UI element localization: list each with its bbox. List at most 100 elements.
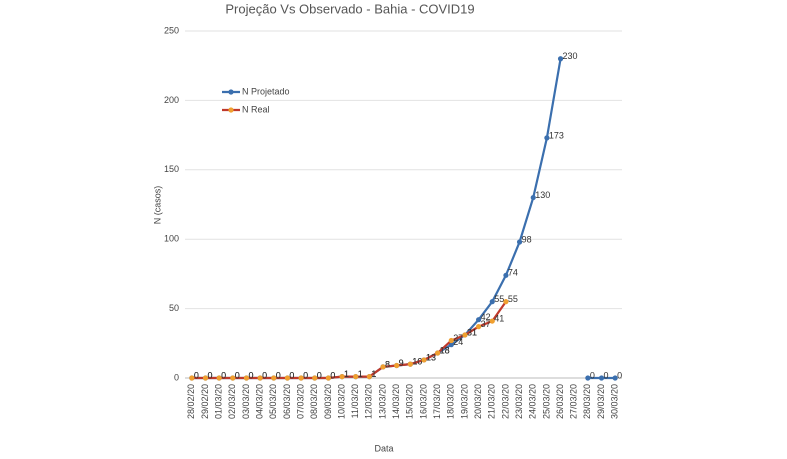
x-tick-label: 28/02/20 bbox=[186, 384, 196, 419]
data-label: 31 bbox=[467, 327, 477, 337]
data-label: 98 bbox=[522, 234, 532, 244]
x-tick-label: 28/03/20 bbox=[582, 384, 592, 419]
x-tick-label: 11/03/20 bbox=[350, 384, 360, 418]
marker bbox=[435, 350, 441, 356]
data-label: 0 bbox=[317, 370, 322, 380]
marker bbox=[544, 135, 550, 141]
data-label: 18 bbox=[440, 345, 450, 355]
x-tick-label: 08/03/20 bbox=[309, 384, 319, 419]
legend-marker bbox=[228, 107, 234, 113]
data-label: 230 bbox=[563, 51, 578, 61]
x-tick-label: 10/03/20 bbox=[336, 384, 346, 419]
x-tick-label: 20/03/20 bbox=[473, 384, 483, 419]
x-tick-label: 24/03/20 bbox=[528, 384, 538, 419]
data-label: 1 bbox=[358, 369, 363, 379]
data-label: 41 bbox=[494, 313, 504, 323]
data-label: 0 bbox=[276, 370, 281, 380]
data-label: 9 bbox=[399, 358, 404, 368]
y-axis-label: N (casos) bbox=[152, 186, 162, 225]
data-label: 0 bbox=[207, 370, 212, 380]
data-label: 173 bbox=[549, 130, 564, 140]
data-label: 0 bbox=[194, 370, 199, 380]
data-label: 0 bbox=[248, 370, 253, 380]
x-tick-label: 05/03/20 bbox=[268, 384, 278, 419]
x-tick-label: 07/03/20 bbox=[295, 384, 305, 419]
marker bbox=[476, 324, 482, 330]
data-label: 1 bbox=[344, 369, 349, 379]
data-label: 24 bbox=[453, 337, 463, 347]
marker bbox=[380, 364, 386, 370]
marker bbox=[516, 239, 523, 245]
marker bbox=[489, 299, 495, 305]
data-label: 1 bbox=[358, 369, 363, 379]
x-tick-label: 27/03/20 bbox=[569, 384, 579, 419]
data-label: 0 bbox=[194, 370, 199, 380]
marker bbox=[503, 299, 509, 305]
y-tick-label: 200 bbox=[164, 95, 179, 105]
marker bbox=[298, 375, 304, 381]
marker bbox=[230, 375, 236, 381]
data-label: 0 bbox=[604, 370, 609, 380]
marker bbox=[448, 337, 454, 344]
marker bbox=[271, 375, 277, 381]
x-tick-label: 15/03/20 bbox=[405, 384, 415, 419]
x-tick-label: 16/03/20 bbox=[418, 384, 428, 419]
data-label: 37 bbox=[481, 319, 491, 329]
marker bbox=[612, 375, 618, 381]
data-label: 0 bbox=[303, 370, 308, 380]
data-label: 18 bbox=[440, 345, 450, 355]
data-label: 10 bbox=[412, 356, 422, 366]
data-label: 0 bbox=[317, 370, 322, 380]
x-tick-label: 30/03/20 bbox=[610, 384, 620, 419]
marker bbox=[325, 375, 331, 381]
marker bbox=[189, 375, 195, 381]
data-label: 74 bbox=[508, 268, 518, 278]
y-tick-label: 100 bbox=[164, 234, 179, 244]
data-label: 1 bbox=[371, 369, 376, 379]
x-tick-label: 06/03/20 bbox=[282, 384, 292, 419]
data-label: 8 bbox=[385, 359, 390, 369]
marker bbox=[421, 357, 427, 363]
x-tick-label: 12/03/20 bbox=[364, 384, 374, 419]
marker bbox=[476, 317, 482, 323]
data-label: 130 bbox=[535, 190, 550, 200]
data-label: 0 bbox=[221, 370, 226, 380]
data-label: 0 bbox=[617, 370, 622, 380]
marker bbox=[243, 375, 250, 381]
data-label: 0 bbox=[330, 370, 335, 380]
data-label: 0 bbox=[289, 370, 294, 380]
x-tick-label: 03/03/20 bbox=[241, 384, 251, 419]
chart-title: Projeção Vs Observado - Bahia - COVID19 bbox=[225, 1, 474, 16]
data-label: 0 bbox=[207, 370, 212, 380]
x-tick-label: 02/03/20 bbox=[227, 384, 237, 419]
data-label: 0 bbox=[248, 370, 253, 380]
x-tick-label: 18/03/20 bbox=[446, 384, 456, 419]
data-label: 9 bbox=[399, 358, 404, 368]
marker bbox=[339, 374, 345, 380]
x-tick-label: 01/03/20 bbox=[214, 384, 224, 419]
data-label: 0 bbox=[330, 370, 335, 380]
marker bbox=[598, 375, 605, 381]
x-tick-label: 25/03/20 bbox=[541, 384, 551, 419]
y-tick-label: 50 bbox=[169, 303, 179, 313]
x-tick-label: 21/03/20 bbox=[487, 384, 497, 419]
marker bbox=[407, 361, 413, 367]
legend-marker bbox=[228, 89, 234, 95]
marker bbox=[462, 332, 468, 338]
x-tick-label: 22/03/20 bbox=[500, 384, 510, 419]
marker bbox=[489, 318, 495, 324]
data-label: 1 bbox=[344, 369, 349, 379]
data-label: 55 bbox=[494, 294, 504, 304]
legend-label: N Projetado bbox=[242, 86, 290, 96]
data-label: 0 bbox=[235, 370, 240, 380]
marker bbox=[257, 375, 263, 381]
x-tick-label: 29/02/20 bbox=[200, 384, 210, 419]
x-tick-label: 29/03/20 bbox=[596, 384, 606, 419]
y-tick-label: 250 bbox=[164, 25, 179, 35]
marker bbox=[557, 56, 564, 62]
data-label: 0 bbox=[590, 370, 595, 380]
marker bbox=[503, 272, 509, 278]
marker bbox=[284, 375, 291, 381]
marker bbox=[202, 375, 209, 381]
data-label: 0 bbox=[262, 370, 267, 380]
